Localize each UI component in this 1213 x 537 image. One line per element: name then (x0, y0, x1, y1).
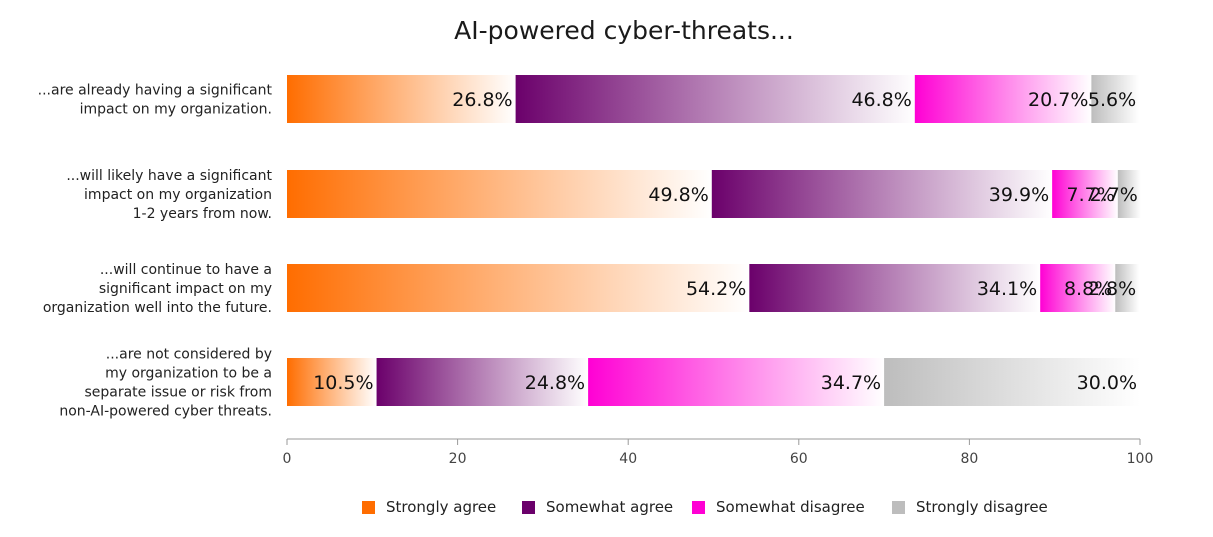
category-label-1: ...are already having a significant impac… (38, 83, 273, 118)
bar-strongly-agree-3 (287, 264, 750, 312)
chart-title: AI-powered cyber-threats... (454, 16, 794, 45)
x-axis: 0 20 40 60 80 100 (283, 438, 1154, 467)
value-label-somewhat-disagree-2: 7.7% (1067, 184, 1115, 206)
category-label-2: ...will likely have a significant impact … (66, 168, 272, 222)
legend-swatch-somewhat-disagree (692, 501, 705, 514)
value-label-strongly-disagree-3: 2.8% (1088, 278, 1136, 300)
bar-somewhat-agree-4 (376, 358, 589, 406)
legend: Strongly agree Somewhat agree Somewhat dis… (362, 498, 1048, 516)
value-label-strongly-disagree-1: 5.6% (1088, 89, 1136, 111)
x-tick-label-0: 0 (283, 451, 292, 467)
bar-strongly-disagree-1 (1091, 75, 1140, 123)
value-label-strongly-disagree-2: 2.7% (1090, 184, 1138, 206)
x-tick-label-100: 100 (1127, 451, 1154, 467)
bar-somewhat-agree-2 (711, 170, 1053, 218)
legend-label-strongly-agree: Strongly agree (386, 498, 496, 516)
legend-label-strongly-disagree: Strongly disagree (916, 498, 1048, 516)
legend-swatch-strongly-disagree (892, 501, 905, 514)
legend-label-somewhat-agree: Somewhat agree (546, 498, 673, 516)
plot-area: ...are already having a significant impac… (38, 75, 1141, 420)
category-label-4: ...are not considered by my organization … (59, 347, 272, 420)
bar-strongly-agree-4 (287, 358, 377, 406)
bar-somewhat-disagree-2 (1052, 170, 1118, 218)
x-tick-label-80: 80 (960, 451, 978, 467)
bar-strongly-disagree-3 (1115, 264, 1140, 312)
x-tick-label-60: 60 (790, 451, 808, 467)
value-label-strongly-agree-4: 10.5% (313, 372, 373, 394)
value-label-strongly-agree-1: 26.8% (452, 89, 512, 111)
x-tick-label-20: 20 (449, 451, 467, 467)
value-label-somewhat-agree-1: 46.8% (851, 89, 911, 111)
bar-somewhat-agree-1 (515, 75, 915, 123)
bar-somewhat-agree-3 (749, 264, 1041, 312)
bar-strongly-agree-2 (287, 170, 712, 218)
value-label-somewhat-disagree-4: 34.7% (821, 372, 881, 394)
value-label-somewhat-agree-2: 39.9% (989, 184, 1049, 206)
bar-strongly-agree-1 (287, 75, 516, 123)
category-label-3: ...will continue to have a significant im… (43, 262, 272, 316)
value-label-somewhat-agree-3: 34.1% (977, 278, 1037, 300)
bar-somewhat-disagree-4 (588, 358, 885, 406)
value-label-somewhat-disagree-3: 8.8% (1064, 278, 1112, 300)
value-label-strongly-disagree-4: 30.0% (1077, 372, 1137, 394)
x-tick-label-40: 40 (619, 451, 637, 467)
value-label-strongly-agree-3: 54.2% (686, 278, 746, 300)
value-label-somewhat-agree-4: 24.8% (525, 372, 585, 394)
bar-strongly-disagree-4 (884, 358, 1140, 406)
bar-somewhat-disagree-3 (1040, 264, 1116, 312)
legend-swatch-somewhat-agree (522, 501, 535, 514)
legend-swatch-strongly-agree (362, 501, 375, 514)
bar-strongly-disagree-2 (1117, 170, 1141, 218)
value-label-strongly-agree-2: 49.8% (648, 184, 708, 206)
bar-somewhat-disagree-1 (914, 75, 1092, 123)
value-label-somewhat-disagree-1: 20.7% (1028, 89, 1088, 111)
legend-label-somewhat-disagree: Somewhat disagree (716, 498, 865, 516)
